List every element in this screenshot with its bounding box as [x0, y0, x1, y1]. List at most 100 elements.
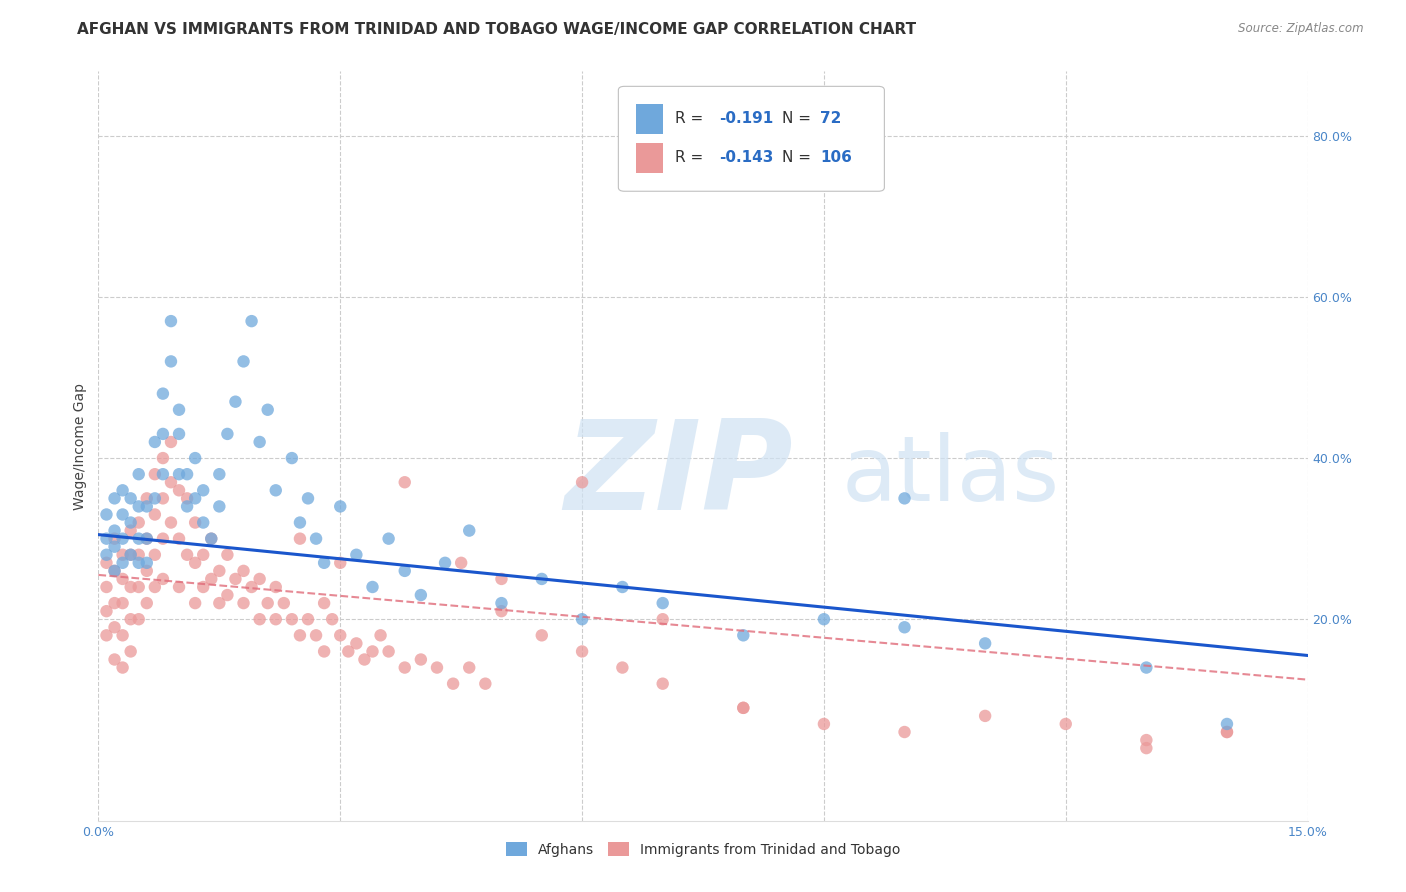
Point	[143, 580, 166, 594]
Point	[1216, 717, 1239, 731]
Point	[135, 564, 157, 578]
Point	[128, 548, 150, 562]
Text: R =: R =	[675, 112, 709, 126]
Text: 106: 106	[820, 150, 852, 165]
Point	[120, 548, 142, 562]
Point	[143, 508, 166, 522]
Point	[103, 532, 125, 546]
FancyBboxPatch shape	[619, 87, 884, 191]
Point	[96, 556, 118, 570]
Point	[208, 500, 231, 514]
Point	[314, 596, 336, 610]
Point	[651, 612, 673, 626]
Point	[458, 660, 481, 674]
Point	[96, 532, 118, 546]
Point	[264, 483, 287, 498]
Point	[491, 604, 513, 618]
Point	[103, 564, 125, 578]
Point	[264, 580, 287, 594]
Point	[217, 548, 239, 562]
Point	[193, 516, 215, 530]
Point	[135, 596, 157, 610]
Text: R =: R =	[675, 150, 709, 165]
Point	[530, 572, 553, 586]
Point	[160, 516, 183, 530]
Point	[120, 612, 142, 626]
Point	[394, 660, 416, 674]
Point	[974, 709, 997, 723]
Point	[200, 532, 222, 546]
Point	[152, 572, 174, 586]
Point	[281, 451, 304, 466]
Point	[249, 612, 271, 626]
Point	[135, 491, 157, 506]
Point	[297, 612, 319, 626]
Point	[135, 556, 157, 570]
Point	[184, 451, 207, 466]
Point	[152, 467, 174, 482]
Point	[128, 580, 150, 594]
Point	[974, 636, 997, 650]
Point	[232, 354, 254, 368]
Text: Source: ZipAtlas.com: Source: ZipAtlas.com	[1239, 22, 1364, 36]
Point	[458, 524, 481, 538]
Point	[167, 426, 190, 441]
Point	[184, 556, 207, 570]
Point	[160, 354, 183, 368]
Point	[103, 620, 125, 634]
Text: ZIP: ZIP	[564, 416, 793, 536]
Point	[184, 491, 207, 506]
Point	[208, 564, 231, 578]
Text: 72: 72	[820, 112, 842, 126]
Point	[160, 475, 183, 490]
Point	[240, 580, 263, 594]
Point	[96, 508, 118, 522]
Point	[329, 556, 352, 570]
Point	[167, 532, 190, 546]
Point	[103, 491, 125, 506]
Point	[103, 524, 125, 538]
Point	[288, 532, 311, 546]
Point	[394, 475, 416, 490]
Point	[111, 483, 134, 498]
Point	[288, 516, 311, 530]
Point	[612, 660, 634, 674]
Point	[232, 564, 254, 578]
Point	[103, 652, 125, 666]
Point	[264, 612, 287, 626]
Point	[353, 652, 375, 666]
Point	[281, 612, 304, 626]
Point	[111, 660, 134, 674]
Point	[612, 580, 634, 594]
Point	[651, 596, 673, 610]
Point	[217, 426, 239, 441]
Point	[152, 426, 174, 441]
Point	[193, 580, 215, 594]
Point	[152, 451, 174, 466]
Point	[273, 596, 295, 610]
Point	[361, 644, 384, 658]
Point	[96, 604, 118, 618]
Point	[491, 596, 513, 610]
Point	[167, 402, 190, 417]
Point	[184, 516, 207, 530]
Point	[733, 701, 755, 715]
Point	[1135, 741, 1157, 756]
Point	[321, 612, 343, 626]
Point	[329, 500, 352, 514]
Point	[377, 532, 399, 546]
Point	[120, 644, 142, 658]
Point	[103, 564, 125, 578]
Point	[1216, 725, 1239, 739]
Point	[571, 612, 593, 626]
Point	[128, 532, 150, 546]
Point	[409, 652, 432, 666]
Point	[176, 548, 198, 562]
Point	[314, 556, 336, 570]
Point	[256, 402, 278, 417]
Point	[128, 467, 150, 482]
Point	[224, 394, 246, 409]
Point	[120, 548, 142, 562]
Point	[111, 508, 134, 522]
Point	[733, 628, 755, 642]
